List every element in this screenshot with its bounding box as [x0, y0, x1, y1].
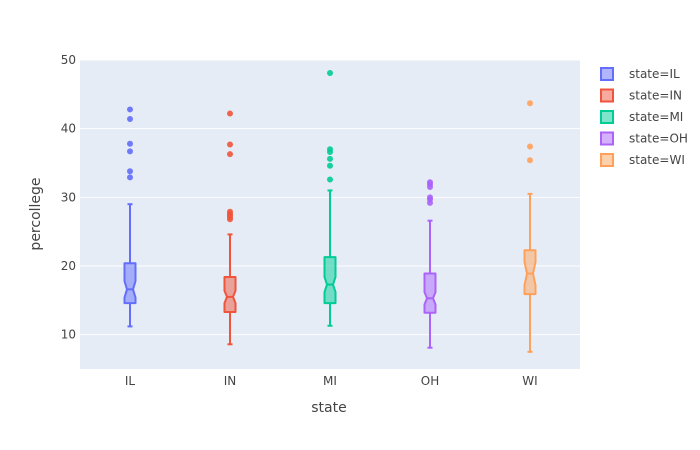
legend-label: state=IL: [629, 67, 680, 81]
box-body: [223, 275, 237, 314]
y-tick-label: 20: [61, 259, 76, 273]
x-tick-label: OH: [421, 374, 439, 388]
outlier-point: [527, 157, 533, 164]
outlier-point: [327, 70, 333, 77]
outlier-point: [327, 155, 333, 162]
legend-label: state=MI: [629, 110, 683, 124]
box-body: [323, 256, 337, 305]
legend-swatch: [600, 88, 614, 103]
x-tick-label: IN: [224, 374, 237, 388]
box-body: [523, 249, 537, 296]
box-WI: [523, 100, 537, 353]
box-OH: [423, 179, 437, 349]
outlier-point: [227, 208, 233, 215]
legend-item-IN: state=IN: [600, 88, 682, 103]
legend-item-WI: state=WI: [600, 153, 685, 167]
outlier-point: [427, 194, 433, 201]
outlier-point: [327, 146, 333, 153]
outlier-point: [427, 179, 433, 186]
legend-item-MI: state=MI: [600, 110, 683, 124]
x-axis-title: state: [311, 400, 346, 416]
legend-label: state=OH: [629, 132, 688, 146]
outlier-point: [527, 100, 533, 107]
x-tick-label: WI: [522, 374, 537, 388]
outlier-point: [127, 140, 133, 147]
legend-swatch: [600, 131, 614, 146]
outlier-point: [127, 116, 133, 123]
y-tick-labels: 10 20 30 40 50: [61, 53, 76, 342]
box-body: [423, 272, 437, 314]
legend-swatch: [600, 153, 614, 167]
legend-item-IL: state=IL: [600, 67, 680, 81]
box-body: [123, 262, 137, 305]
outlier-point: [227, 110, 233, 117]
legend-label: state=WI: [629, 153, 685, 167]
outlier-point: [127, 148, 133, 155]
y-axis-title: percollege: [28, 177, 44, 250]
outlier-point: [127, 174, 133, 181]
y-tick-label: 30: [61, 190, 76, 204]
legend: state=IL state=IN state=MI state=OH state=WI: [600, 67, 688, 167]
outlier-point: [127, 106, 133, 113]
outlier-point: [227, 151, 233, 158]
x-tick-label: IL: [125, 374, 136, 388]
legend-item-OH: state=OH: [600, 131, 688, 146]
box-MI: [323, 70, 337, 327]
x-tick-label: MI: [323, 374, 337, 388]
outlier-point: [327, 176, 333, 183]
outlier-point: [527, 143, 533, 150]
box-IN: [223, 110, 237, 346]
y-tick-label: 50: [61, 53, 76, 67]
legend-label: state=IN: [629, 89, 682, 103]
x-tick-labels: IL IN MI OH WI: [125, 374, 538, 388]
outlier-point: [227, 141, 233, 148]
legend-swatch: [600, 110, 614, 124]
box-series: [123, 70, 537, 353]
y-tick-label: 10: [61, 328, 76, 342]
outlier-point: [327, 162, 333, 169]
legend-swatch: [600, 67, 614, 81]
outlier-point: [127, 168, 133, 175]
box-IL: [123, 106, 137, 328]
y-tick-label: 40: [61, 122, 76, 136]
